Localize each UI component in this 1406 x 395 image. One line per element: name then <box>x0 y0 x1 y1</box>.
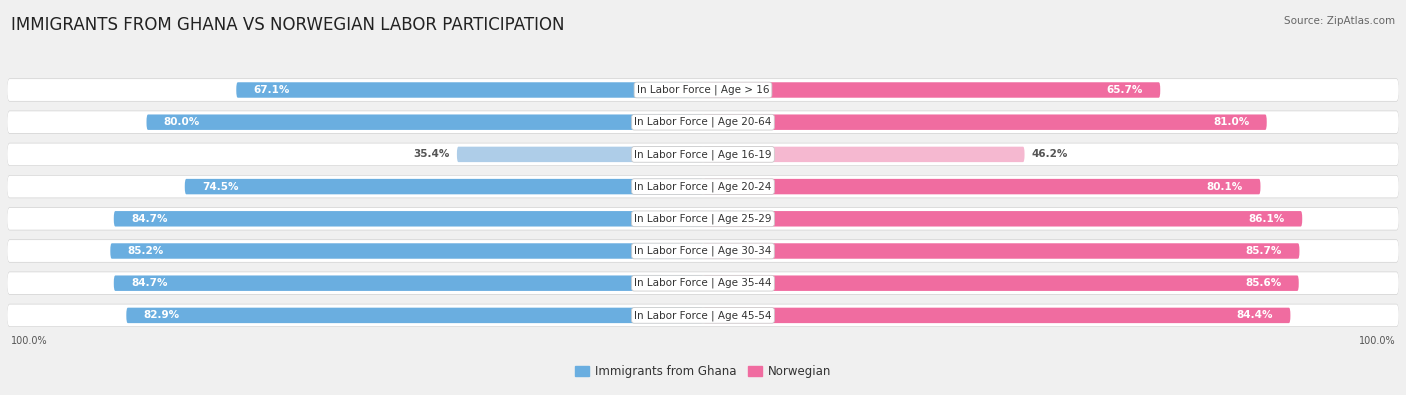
Text: 82.9%: 82.9% <box>143 310 180 320</box>
Text: In Labor Force | Age 45-54: In Labor Force | Age 45-54 <box>634 310 772 321</box>
FancyBboxPatch shape <box>7 143 1399 166</box>
FancyBboxPatch shape <box>703 82 1160 98</box>
FancyBboxPatch shape <box>7 207 1399 230</box>
Text: 84.7%: 84.7% <box>131 214 167 224</box>
FancyBboxPatch shape <box>7 305 1399 326</box>
FancyBboxPatch shape <box>457 147 703 162</box>
FancyBboxPatch shape <box>7 78 1399 102</box>
Text: 35.4%: 35.4% <box>413 149 450 160</box>
Text: 46.2%: 46.2% <box>1032 149 1069 160</box>
Text: In Labor Force | Age 30-34: In Labor Force | Age 30-34 <box>634 246 772 256</box>
FancyBboxPatch shape <box>114 211 703 226</box>
Text: In Labor Force | Age 20-24: In Labor Force | Age 20-24 <box>634 181 772 192</box>
Text: In Labor Force | Age 20-64: In Labor Force | Age 20-64 <box>634 117 772 128</box>
FancyBboxPatch shape <box>114 275 703 291</box>
FancyBboxPatch shape <box>7 304 1399 327</box>
Text: IMMIGRANTS FROM GHANA VS NORWEGIAN LABOR PARTICIPATION: IMMIGRANTS FROM GHANA VS NORWEGIAN LABOR… <box>11 16 565 34</box>
Text: 86.1%: 86.1% <box>1249 214 1285 224</box>
FancyBboxPatch shape <box>703 211 1302 226</box>
Text: Source: ZipAtlas.com: Source: ZipAtlas.com <box>1284 16 1395 26</box>
Text: In Labor Force | Age 35-44: In Labor Force | Age 35-44 <box>634 278 772 288</box>
FancyBboxPatch shape <box>7 111 1399 134</box>
FancyBboxPatch shape <box>7 176 1399 198</box>
Text: 85.2%: 85.2% <box>128 246 163 256</box>
FancyBboxPatch shape <box>184 179 703 194</box>
FancyBboxPatch shape <box>703 243 1299 259</box>
Text: 100.0%: 100.0% <box>10 336 48 346</box>
FancyBboxPatch shape <box>703 275 1299 291</box>
FancyBboxPatch shape <box>7 239 1399 263</box>
Text: 84.7%: 84.7% <box>131 278 167 288</box>
Legend: Immigrants from Ghana, Norwegian: Immigrants from Ghana, Norwegian <box>569 361 837 383</box>
FancyBboxPatch shape <box>110 243 703 259</box>
FancyBboxPatch shape <box>146 115 703 130</box>
FancyBboxPatch shape <box>7 175 1399 198</box>
Text: 85.7%: 85.7% <box>1246 246 1282 256</box>
Text: 74.5%: 74.5% <box>202 182 239 192</box>
FancyBboxPatch shape <box>7 240 1399 262</box>
Text: 65.7%: 65.7% <box>1107 85 1143 95</box>
FancyBboxPatch shape <box>703 115 1267 130</box>
FancyBboxPatch shape <box>236 82 703 98</box>
FancyBboxPatch shape <box>7 272 1399 295</box>
Text: 85.6%: 85.6% <box>1246 278 1281 288</box>
Text: 81.0%: 81.0% <box>1213 117 1250 127</box>
FancyBboxPatch shape <box>7 79 1399 101</box>
FancyBboxPatch shape <box>703 308 1291 323</box>
Text: 80.1%: 80.1% <box>1206 182 1243 192</box>
FancyBboxPatch shape <box>7 143 1399 166</box>
FancyBboxPatch shape <box>703 179 1260 194</box>
FancyBboxPatch shape <box>7 272 1399 294</box>
Text: In Labor Force | Age 16-19: In Labor Force | Age 16-19 <box>634 149 772 160</box>
Text: 80.0%: 80.0% <box>163 117 200 127</box>
FancyBboxPatch shape <box>7 208 1399 230</box>
Text: 84.4%: 84.4% <box>1236 310 1272 320</box>
Text: In Labor Force | Age 25-29: In Labor Force | Age 25-29 <box>634 214 772 224</box>
Text: 67.1%: 67.1% <box>253 85 290 95</box>
Text: 100.0%: 100.0% <box>1358 336 1396 346</box>
FancyBboxPatch shape <box>127 308 703 323</box>
FancyBboxPatch shape <box>703 147 1025 162</box>
FancyBboxPatch shape <box>7 111 1399 133</box>
Text: In Labor Force | Age > 16: In Labor Force | Age > 16 <box>637 85 769 95</box>
